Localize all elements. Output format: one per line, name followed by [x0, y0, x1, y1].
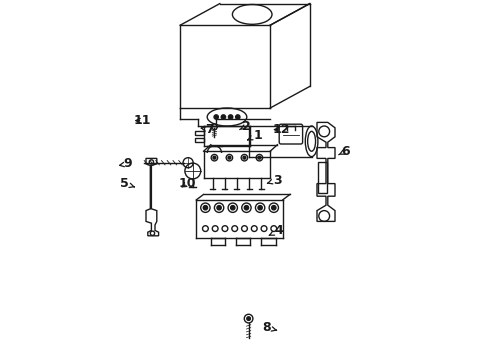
Text: 3: 3	[268, 174, 282, 186]
Text: 9: 9	[120, 157, 132, 170]
Text: 1: 1	[247, 129, 262, 141]
Circle shape	[271, 206, 276, 210]
Circle shape	[258, 206, 262, 210]
Text: 12: 12	[272, 123, 290, 136]
Text: 7: 7	[201, 123, 213, 136]
Text: 4: 4	[270, 224, 284, 237]
Bar	[195, 131, 204, 135]
Circle shape	[214, 115, 219, 119]
Circle shape	[231, 206, 235, 210]
Text: 6: 6	[339, 145, 350, 158]
Text: 5: 5	[120, 177, 134, 190]
Circle shape	[228, 156, 231, 159]
Bar	[318, 162, 327, 193]
Circle shape	[217, 206, 221, 210]
Circle shape	[236, 115, 240, 119]
Circle shape	[258, 156, 261, 159]
Circle shape	[221, 115, 225, 119]
Bar	[195, 138, 204, 142]
Text: 10: 10	[179, 177, 196, 190]
Text: 11: 11	[134, 114, 151, 127]
Text: 2: 2	[240, 120, 251, 132]
Circle shape	[245, 206, 248, 210]
Circle shape	[203, 206, 208, 210]
Circle shape	[243, 156, 246, 159]
Circle shape	[247, 317, 250, 320]
Circle shape	[228, 115, 233, 119]
Circle shape	[213, 156, 216, 159]
Text: 8: 8	[262, 321, 276, 334]
